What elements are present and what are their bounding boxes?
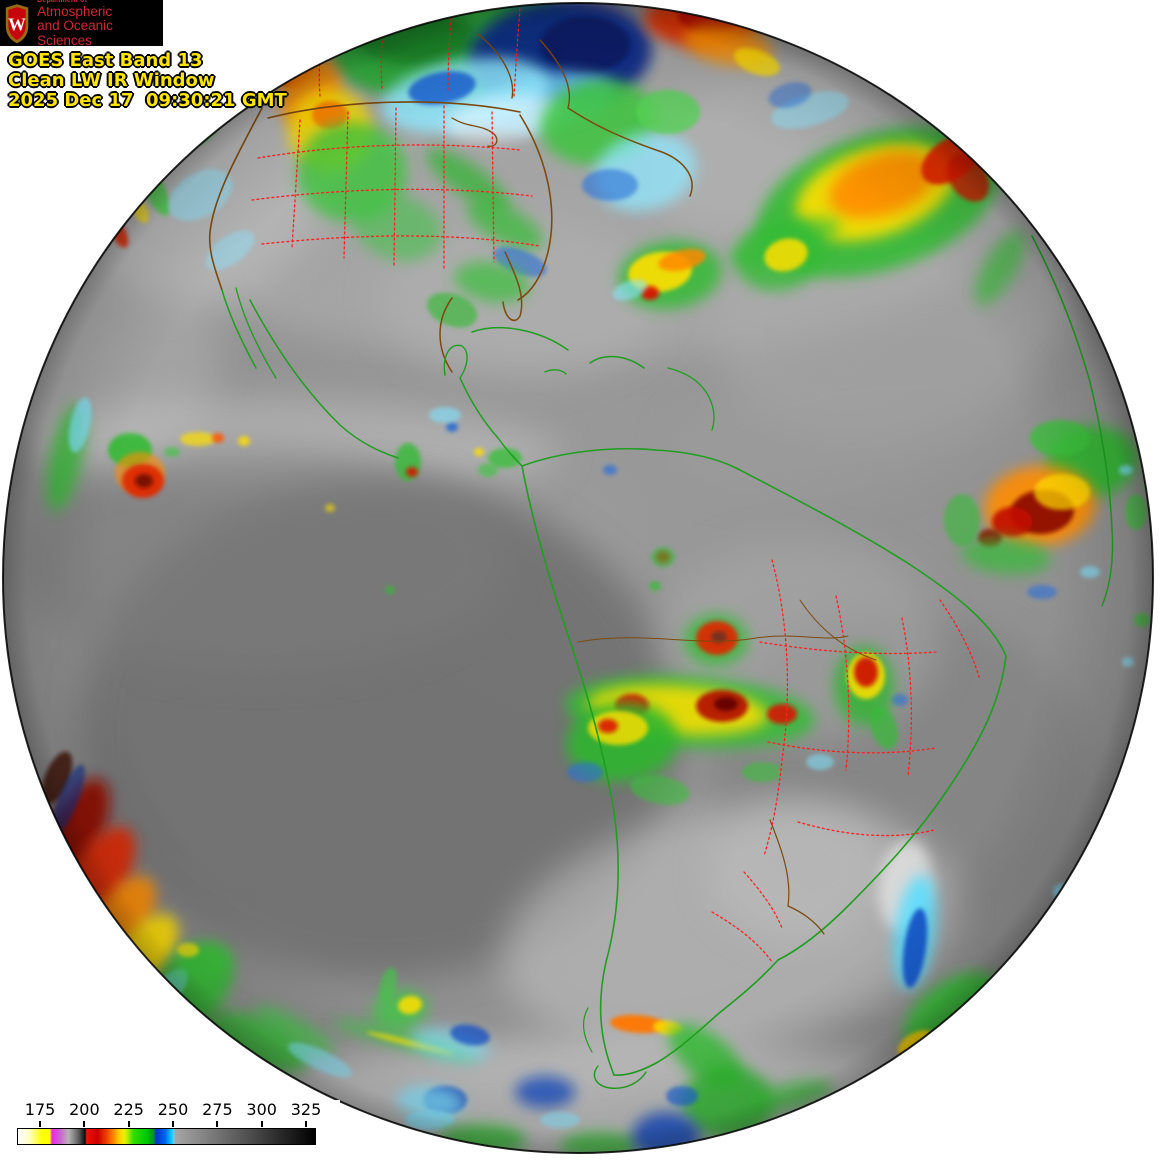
limb-vignette	[3, 3, 1153, 1153]
cloud-feature-bottom-cyan3	[368, 1144, 424, 1153]
product-title-block: GOES East Band 13 Clean LW IR Window 202…	[8, 51, 287, 111]
colorbar-tick-mark	[39, 1121, 42, 1127]
colorbar-tick-mark	[260, 1121, 263, 1127]
uw-aos-logo-banner: W Department of Atmospheric and Oceanic …	[0, 0, 163, 49]
colorbar-tick-mark	[83, 1121, 86, 1127]
colorbar-tick-label: 225	[113, 1100, 144, 1119]
cloud-feature-rightlimb-cyan1	[1097, 287, 1115, 317]
cloud-feature-satl-green-speck	[1096, 942, 1120, 958]
logo-dept-line: Department of	[37, 0, 88, 5]
temperature-colorbar: 175 200 225 250 275 300 325	[0, 1100, 340, 1160]
colorbar-tick-mark	[216, 1121, 219, 1127]
crest-letter: W	[8, 14, 26, 34]
colorbar-tick-label: 275	[202, 1100, 233, 1119]
cloud-feature-satl-green-east	[994, 974, 1070, 1030]
colorbar-tick-label: 200	[69, 1100, 100, 1119]
logo-line-atmospheric: Atmospheric	[37, 3, 113, 19]
uw-crest-icon: W	[5, 3, 29, 43]
title-satellite-band: GOES East Band 13	[8, 50, 203, 71]
logo-line-oceanic: and Oceanic Sciences	[37, 18, 113, 49]
logo-text-block: Department of Atmospheric and Oceanic Sc…	[37, 0, 163, 49]
colorbar-tick-mark	[172, 1121, 175, 1127]
colorbar-tick-mark	[305, 1121, 308, 1127]
colorbar-tick-mark	[127, 1121, 130, 1127]
colorbar-tick-label: 250	[157, 1100, 189, 1119]
colorbar-tick-label: 175	[24, 1100, 56, 1119]
colorbar-tick-label: 325	[290, 1100, 322, 1119]
title-timestamp: 2025 Dec 17 09:30:21 GMT	[8, 90, 287, 111]
colorbar-gradient-bar	[17, 1128, 316, 1145]
colorbar-tick-label: 300	[246, 1100, 277, 1119]
cloud-feature-satl-cyan-speck2	[1084, 856, 1100, 868]
title-channel-name: Clean LW IR Window	[8, 70, 215, 91]
